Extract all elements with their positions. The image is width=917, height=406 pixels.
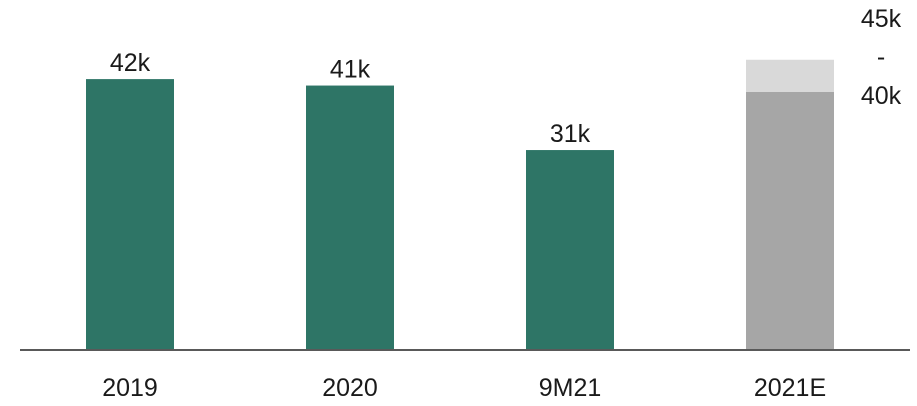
range-label-separator: - — [877, 43, 885, 71]
value-label-9m21: 31k — [550, 120, 591, 148]
x-tick-label-2020: 2020 — [322, 374, 378, 402]
bar-2021e-range — [746, 59, 834, 92]
range-label-high: 45k — [861, 5, 902, 33]
bars-group — [86, 59, 834, 351]
x-tick-label-9m21: 9M21 — [539, 374, 602, 402]
bar-9m21 — [526, 150, 614, 350]
x-tick-label-2021e: 2021E — [754, 374, 826, 402]
range-label-low: 40k — [861, 82, 902, 110]
bar-2019 — [86, 79, 174, 350]
range-label-group: 45k - 40k — [861, 5, 902, 110]
x-tick-labels-group: 2019 2020 9M21 2021E — [102, 374, 826, 402]
value-label-2019: 42k — [110, 49, 151, 77]
value-label-2020: 41k — [330, 56, 371, 84]
bar-2020 — [306, 85, 394, 351]
x-tick-label-2019: 2019 — [102, 374, 158, 402]
value-labels-group: 42k 41k 31k — [110, 49, 591, 148]
bar-2021e — [746, 92, 834, 350]
